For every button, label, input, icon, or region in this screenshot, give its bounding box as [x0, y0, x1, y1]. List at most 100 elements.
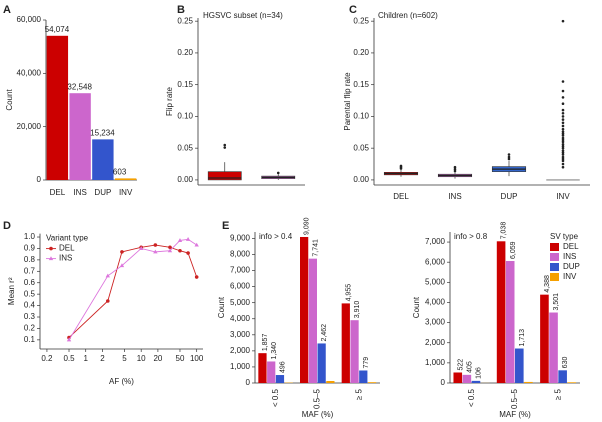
outlier — [561, 108, 565, 112]
y-tick-label: 1,000 — [425, 358, 446, 367]
value-label: 4,955 — [345, 284, 352, 302]
marker — [194, 242, 199, 247]
x-tick-label: INS — [73, 188, 86, 197]
y-tick-label: 4,000 — [425, 298, 446, 307]
y-tick-label: 5,000 — [230, 298, 251, 307]
outlier — [561, 151, 565, 154]
x-tick-label: 100 — [190, 354, 204, 363]
y-tick-label: 3,000 — [425, 318, 446, 327]
legend-label: INS — [59, 254, 72, 263]
y-tick-label: 0.8 — [24, 255, 36, 264]
x-tick-label: 0.5 — [63, 354, 75, 363]
outlier — [561, 159, 565, 163]
value-label: 32,548 — [67, 82, 92, 91]
y-tick-label: 0 — [246, 378, 251, 387]
y-axis-title: Count — [217, 296, 226, 318]
x-tick-label: < 0.5 — [467, 388, 476, 407]
series-line — [68, 244, 198, 338]
legend-label: DEL — [59, 244, 75, 253]
y-tick-label: 0 — [37, 175, 42, 184]
outlier — [223, 143, 227, 147]
x-axis-title: MAF (%) — [302, 410, 334, 419]
marker — [120, 250, 124, 254]
bar — [308, 258, 317, 383]
bar — [114, 178, 137, 180]
y-tick-label: 5,000 — [425, 277, 446, 286]
value-label: 1,857 — [262, 334, 269, 352]
y-tick-label: 60,000 — [17, 15, 42, 24]
x-tick-label: 0.5–5 — [313, 388, 322, 409]
legend-label: DEL — [563, 242, 579, 251]
marker — [168, 245, 172, 250]
outlier — [561, 144, 565, 148]
outlier — [561, 136, 565, 140]
outlier — [453, 165, 457, 169]
outlier — [561, 89, 565, 93]
panel-letter: A — [3, 4, 11, 16]
bar — [46, 35, 69, 180]
outlier — [561, 155, 565, 159]
outlier — [561, 19, 565, 23]
x-tick-label: 50 — [176, 354, 185, 363]
y-tick-label: 0.4 — [24, 301, 36, 310]
outlier — [561, 143, 565, 146]
y-tick-label: 4,000 — [230, 314, 251, 323]
outlier — [561, 111, 565, 115]
bar — [524, 381, 533, 383]
bar — [549, 312, 558, 383]
outlier — [561, 162, 565, 166]
y-tick-label: 2,000 — [230, 346, 251, 355]
x-tick-label: DEL — [393, 192, 409, 201]
bar — [92, 139, 114, 180]
legend-swatch — [550, 253, 559, 261]
bar — [69, 93, 91, 180]
y-tick-label: 0.20 — [177, 48, 193, 57]
y-tick-label: 9,000 — [230, 234, 251, 243]
value-label: 106 — [476, 367, 483, 379]
y-tick-label: 0.05 — [177, 143, 193, 152]
value-label: 630 — [562, 357, 569, 369]
marker — [186, 251, 190, 255]
bar — [275, 375, 285, 383]
value-label: 3,910 — [354, 301, 361, 319]
bar — [341, 303, 350, 383]
x-tick-label: ≥ 5 — [553, 388, 562, 400]
y-tick-label: 3,000 — [230, 330, 251, 339]
outlier — [561, 118, 565, 121]
outlier — [561, 127, 565, 131]
x-axis-title: AF (%) — [109, 377, 134, 386]
y-axis-title: Count — [5, 89, 14, 111]
bar — [567, 382, 577, 383]
x-tick-label: 10 — [137, 354, 146, 363]
outlier — [561, 80, 565, 83]
marker — [194, 275, 199, 279]
y-axis-title: Flip rate — [165, 87, 174, 116]
y-tick-label: 6,000 — [425, 257, 446, 266]
x-tick-label: 20 — [153, 354, 162, 363]
y-tick-label: 2,000 — [425, 338, 446, 347]
outlier — [507, 157, 511, 161]
y-tick-label: 7,000 — [230, 266, 251, 275]
x-tick-label: DUP — [94, 188, 111, 197]
legend-label: DUP — [563, 262, 580, 271]
y-tick-label: 8,000 — [230, 250, 251, 259]
legend-label: INV — [563, 272, 577, 281]
marker — [153, 243, 158, 247]
marker — [153, 249, 158, 254]
panel-letter: C — [349, 4, 357, 16]
y-axis-title: Count — [412, 296, 421, 318]
legend-swatch — [550, 273, 559, 281]
outlier — [561, 115, 565, 118]
outlier — [561, 124, 565, 128]
y-tick-label: 0.20 — [353, 48, 369, 57]
marker — [138, 246, 144, 250]
outlier — [507, 155, 511, 159]
value-label: 1,713 — [519, 329, 526, 347]
value-label: 15,234 — [90, 128, 115, 137]
x-tick-label: 0.2 — [41, 354, 53, 363]
bar — [462, 374, 472, 383]
panel-letter: B — [177, 4, 185, 16]
x-tick-label: 2 — [100, 354, 105, 363]
value-label: 9,090 — [304, 217, 311, 235]
